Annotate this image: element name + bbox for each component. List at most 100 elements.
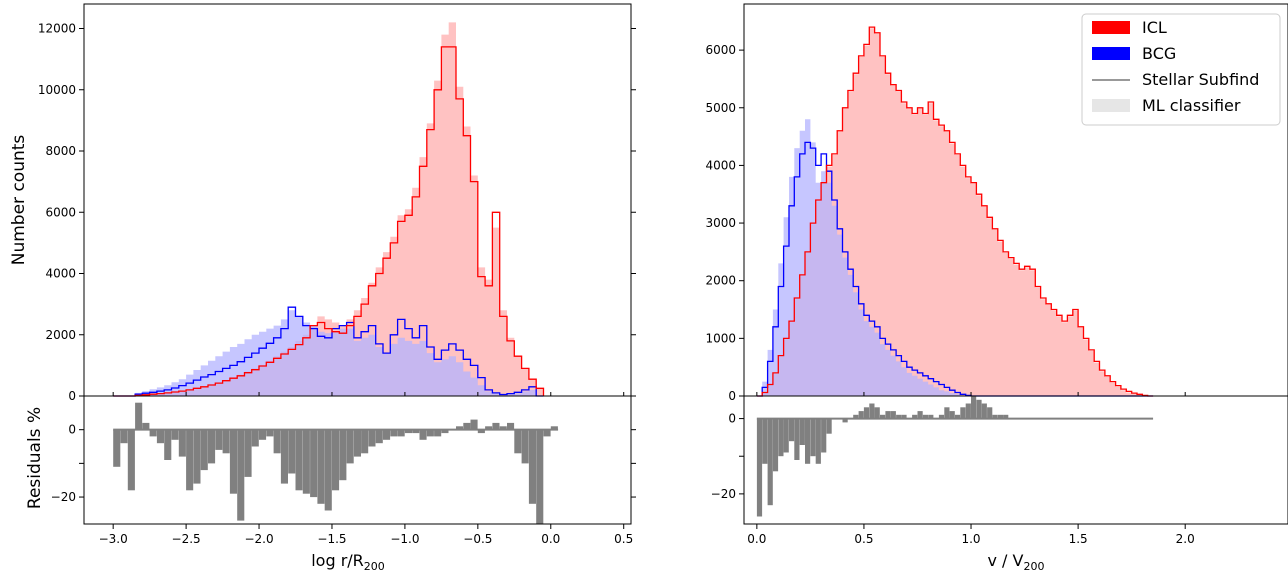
residual-bar — [383, 429, 391, 440]
x-axis-label-velocity-main: v / V — [988, 551, 1024, 570]
residual-bar — [280, 429, 288, 484]
plot-lb-frame — [83, 395, 632, 525]
residual-bar — [543, 429, 551, 437]
residual-bar — [521, 429, 529, 464]
residual-bar — [842, 418, 848, 423]
residual-bar — [186, 429, 194, 491]
y-tick-label: 6000 — [45, 205, 76, 219]
radius-histogram-panel: 0 2000 4000 6000 8000 10000 12000 — [38, 3, 636, 403]
legend-frame — [1081, 13, 1281, 126]
residual-bar — [944, 407, 950, 419]
y-tick-label: 2000 — [45, 328, 76, 342]
residual-bar — [955, 414, 961, 419]
residual-bar — [310, 429, 318, 498]
residual-bar — [317, 429, 325, 504]
residual-bar — [361, 429, 369, 454]
residual-bar — [208, 429, 216, 464]
legend-swatch-ml — [1092, 99, 1130, 112]
x-tick-label: 2.0 — [1176, 532, 1195, 546]
residual-bar — [164, 429, 172, 460]
residual-bar — [237, 429, 245, 521]
residual-bar — [874, 407, 880, 419]
series-step-bcg — [113, 306, 544, 397]
residual-bar — [339, 429, 347, 481]
y-tick-label: 5000 — [705, 101, 736, 115]
residual-bar — [477, 429, 485, 434]
residual-bar — [127, 429, 135, 491]
y-tick-label: −20 — [51, 490, 76, 504]
legend-label-icl: ICL — [1142, 18, 1167, 37]
residual-bar — [1003, 414, 1009, 419]
residual-bar — [528, 429, 536, 504]
radius-residuals-panel: 0 −20 −3.0 −2.5 −2.0 −1.5 −1.0 −0.5 0.0 0.5 — [51, 395, 636, 546]
residual-bar — [960, 407, 966, 419]
residual-bar — [890, 411, 896, 419]
x-tick-label: 0.5 — [854, 532, 873, 546]
residual-bar — [799, 418, 805, 445]
residual-bar — [222, 429, 230, 454]
residual-bar — [426, 429, 434, 437]
residual-bar — [244, 429, 252, 477]
residual-bar — [324, 429, 332, 511]
residual-bar — [412, 429, 420, 434]
residual-bar — [171, 429, 179, 440]
residual-bar — [778, 418, 784, 457]
residual-bar — [178, 429, 186, 457]
y-tick-label: 10000 — [38, 83, 76, 97]
y-tick-label: 0 — [68, 423, 76, 437]
residual-bar — [987, 407, 993, 419]
plot-rb-frame — [743, 395, 1288, 525]
residual-bar — [149, 429, 157, 437]
y-tick-label: 0 — [728, 412, 736, 426]
residual-bar — [397, 429, 405, 437]
y-tick-label: 0 — [68, 389, 76, 403]
y-tick-label: 3000 — [705, 216, 736, 230]
residual-bar — [113, 429, 121, 467]
residual-bar — [507, 422, 515, 430]
y-tick-label: 12000 — [38, 22, 76, 36]
residual-bar — [976, 399, 982, 419]
x-axis-label-velocity-sub: 200 — [1023, 560, 1044, 573]
legend-label-bcg: BCG — [1142, 44, 1176, 63]
series-fill-icl-ml — [113, 22, 544, 397]
legend-swatch-bcg — [1092, 47, 1130, 60]
residual-bar — [463, 422, 471, 430]
residual-bar — [767, 418, 773, 506]
residual-bar — [368, 429, 376, 447]
residual-bar — [550, 426, 558, 430]
x-tick-label: 0.0 — [541, 532, 560, 546]
residual-bar — [971, 396, 977, 419]
residual-bar — [815, 418, 821, 464]
y-tick-label: −20 — [711, 487, 736, 501]
y-tick-label: 4000 — [705, 158, 736, 172]
x-tick-label: −2.5 — [172, 532, 201, 546]
residual-bar — [441, 429, 449, 434]
residual-bar — [492, 422, 500, 430]
x-axis-label-radius-main: log r/R — [311, 551, 364, 570]
residual-bar — [853, 414, 859, 419]
residual-bar — [863, 407, 870, 419]
residual-bar — [390, 429, 398, 437]
x-axis-label-radius: log r/R200 — [311, 551, 385, 573]
x-tick-label: 0.0 — [747, 532, 766, 546]
x-tick-label: 1.0 — [961, 532, 980, 546]
residual-bar — [142, 422, 150, 430]
residual-bar — [375, 429, 383, 444]
series-step-icl — [756, 26, 1154, 397]
residual-bar — [353, 429, 361, 457]
residual-bar — [288, 429, 296, 474]
series-fill-bcg-ml — [113, 310, 544, 396]
x-tick-label: −1.5 — [317, 532, 346, 546]
residual-bar — [981, 403, 987, 419]
residual-bar — [404, 429, 412, 434]
residual-bar — [794, 418, 800, 460]
residual-bar — [156, 429, 164, 444]
x-tick-label: −0.5 — [463, 532, 492, 546]
residual-bar — [917, 411, 923, 419]
residual-bar — [346, 429, 354, 464]
residual-bar — [514, 429, 522, 454]
y-tick-label: 6000 — [705, 43, 736, 57]
x-axis-label-velocity: v / V200 — [988, 551, 1045, 573]
residual-bar — [536, 429, 544, 524]
